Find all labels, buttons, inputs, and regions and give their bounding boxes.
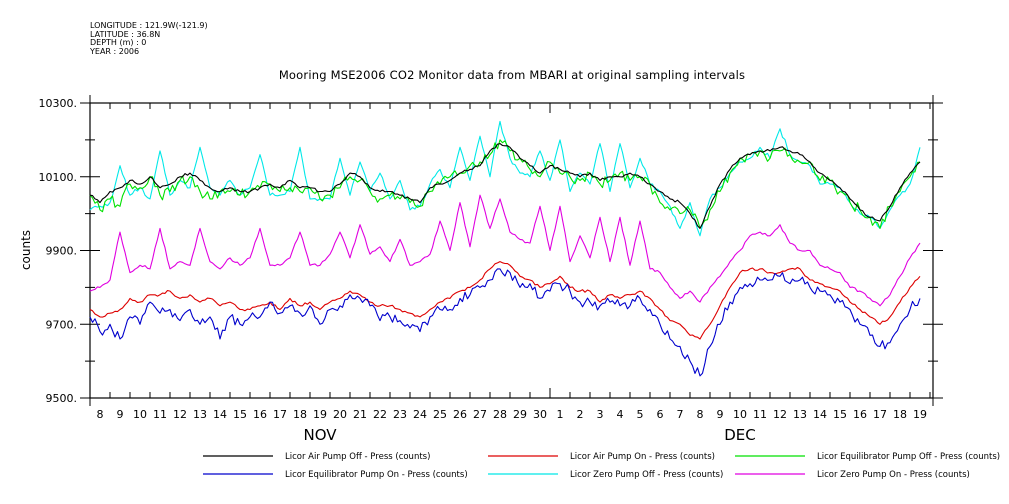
x-tick-label: 25 xyxy=(433,408,447,421)
x-tick-label: 26 xyxy=(453,408,467,421)
x-tick-label: 30 xyxy=(533,408,547,421)
y-tick-label: 9500. xyxy=(46,392,78,405)
metadata-block: LONGITUDE : 121.9W(-121.9) LATITUDE : 36… xyxy=(90,21,208,56)
x-tick-label: 5 xyxy=(637,408,644,421)
x-tick-label: 23 xyxy=(393,408,407,421)
y-axis: 9500. 9700. 9900. 10100. 10300. xyxy=(39,97,943,405)
x-tick-label: 16 xyxy=(853,408,867,421)
x-tick-label: 3 xyxy=(597,408,604,421)
x-tick-label: 2 xyxy=(577,408,584,421)
x-tick-label: 17 xyxy=(273,408,287,421)
x-tick-label: 22 xyxy=(373,408,387,421)
y-tick-label: 9700. xyxy=(46,318,78,331)
y-axis-label: counts xyxy=(19,230,33,270)
x-tick-label: 6 xyxy=(657,408,664,421)
x-tick-label: 14 xyxy=(213,408,227,421)
series-line xyxy=(89,268,921,377)
series-line xyxy=(89,143,921,229)
x-tick-label: 19 xyxy=(313,408,327,421)
legend-label: Licor Zero Pump Off - Press (counts) xyxy=(570,470,723,480)
x-tick-label: 27 xyxy=(473,408,487,421)
x-tick-label: 12 xyxy=(173,408,187,421)
legend: Licor Air Pump Off - Press (counts) Licor… xyxy=(203,452,1000,480)
x-tick-label: 10 xyxy=(733,408,747,421)
x-tick-label: 18 xyxy=(293,408,307,421)
longitude-text: LONGITUDE : 121.9W(-121.9) xyxy=(90,21,208,30)
x-tick-label: 16 xyxy=(253,408,267,421)
x-tick-label: 17 xyxy=(873,408,887,421)
month-label: NOV xyxy=(303,426,337,444)
x-tick-label: 8 xyxy=(97,408,104,421)
y-tick-label: 10100. xyxy=(39,171,78,184)
x-tick-label: 10 xyxy=(133,408,147,421)
series-line xyxy=(89,120,921,237)
x-tick-label: 1 xyxy=(557,408,564,421)
legend-label: Licor Equilibrator Pump On - Press (coun… xyxy=(285,470,468,480)
x-axis: 8 9 10 11 12 13 14 15 16 17 18 19 20 21 22 23 24 25 26 27 28… xyxy=(89,95,934,444)
x-tick-label: 15 xyxy=(833,408,847,421)
year-text: YEAR : 2006 xyxy=(90,46,140,56)
x-tick-label: 28 xyxy=(493,408,507,421)
legend-label: Licor Zero Pump On - Press (counts) xyxy=(817,470,970,480)
y-tick-label: 9900. xyxy=(46,245,78,258)
x-tick-label: 20 xyxy=(333,408,347,421)
x-tick-label: 11 xyxy=(153,408,167,421)
latitude-text: LATITUDE : 36.8N xyxy=(90,29,161,39)
x-tick-label: 18 xyxy=(893,408,907,421)
x-tick-label: 24 xyxy=(413,408,427,421)
series-line xyxy=(89,139,921,229)
series-line xyxy=(89,261,921,340)
x-tick-label: 13 xyxy=(193,408,207,421)
x-tick-label: 13 xyxy=(793,408,807,421)
x-tick-label: 7 xyxy=(677,408,684,421)
month-label: DEC xyxy=(724,426,756,444)
x-tick-label: 12 xyxy=(773,408,787,421)
y-tick-label: 10300. xyxy=(39,97,78,110)
legend-label: Licor Equilibrator Pump Off - Press (cou… xyxy=(817,452,1000,462)
chart-title: Mooring MSE2006 CO2 Monitor data from MB… xyxy=(278,68,746,82)
x-tick-label: 21 xyxy=(353,408,367,421)
legend-label: Licor Air Pump On - Press (counts) xyxy=(570,452,715,462)
legend-label: Licor Air Pump Off - Press (counts) xyxy=(285,452,430,462)
x-tick-label: 11 xyxy=(753,408,767,421)
series-line xyxy=(89,194,921,307)
x-tick-label: 9 xyxy=(117,408,124,421)
depth-text: DEPTH (m) : 0 xyxy=(90,38,147,48)
x-tick-label: 29 xyxy=(513,408,527,421)
x-tick-label: 8 xyxy=(697,408,704,421)
x-tick-label: 15 xyxy=(233,408,247,421)
x-tick-label: 9 xyxy=(717,408,724,421)
x-tick-label: 19 xyxy=(913,408,927,421)
series-group xyxy=(89,120,921,377)
x-tick-label: 4 xyxy=(617,408,624,421)
x-tick-label: 14 xyxy=(813,408,827,421)
